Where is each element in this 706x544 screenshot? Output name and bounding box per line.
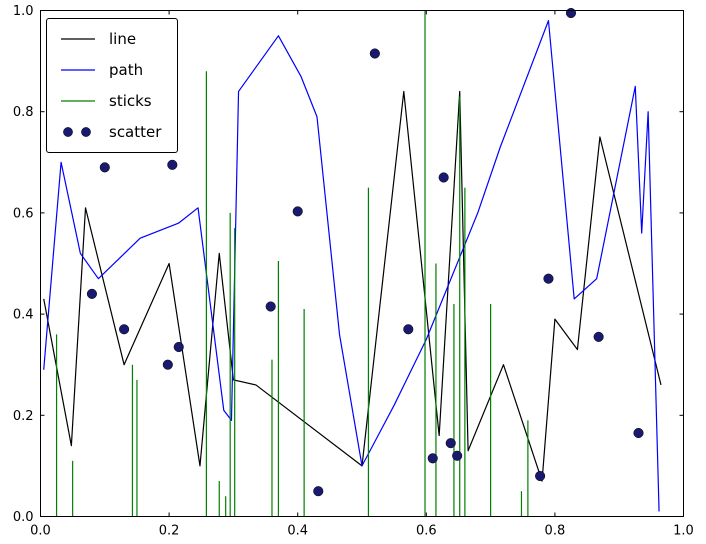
scatter-point bbox=[593, 331, 604, 342]
x-tick-label: 0.6 bbox=[416, 524, 437, 539]
scatter-point bbox=[535, 470, 546, 482]
x-tick-label: 0.2 bbox=[159, 524, 180, 539]
x-tick-label: 1.0 bbox=[673, 524, 694, 539]
y-tick-label: 0.6 bbox=[13, 206, 34, 221]
axes-frame bbox=[40, 10, 684, 517]
y-tick-label: 1.0 bbox=[13, 4, 34, 19]
legend-entry-scatter: scatter bbox=[59, 121, 161, 143]
scatter-point bbox=[565, 7, 577, 19]
legend: line path sticks scatter bbox=[46, 18, 179, 153]
y-tick-label: 0.0 bbox=[13, 510, 34, 525]
scatter-sample-icon bbox=[63, 127, 91, 137]
scatter-point bbox=[403, 324, 414, 335]
scatter-point bbox=[313, 486, 324, 497]
line-sample-icon bbox=[61, 38, 95, 40]
scatter-point bbox=[99, 162, 110, 173]
scatter-point bbox=[86, 288, 97, 299]
legend-label: line bbox=[109, 29, 137, 48]
scatter-point bbox=[427, 453, 438, 464]
legend-entry-line: line bbox=[59, 28, 161, 50]
series-line bbox=[43, 90, 662, 482]
scatter-point bbox=[445, 438, 456, 449]
legend-label: sticks bbox=[109, 91, 152, 110]
legend-entry-path: path bbox=[59, 59, 161, 81]
line-sample-icon bbox=[61, 100, 95, 102]
scatter-point bbox=[162, 359, 173, 370]
line-sample-icon bbox=[61, 69, 95, 71]
scatter-point bbox=[119, 324, 130, 335]
scatter-point bbox=[173, 341, 184, 353]
scatter-point bbox=[438, 172, 449, 183]
series-path bbox=[43, 20, 660, 512]
x-tick-label: 0.4 bbox=[287, 524, 308, 539]
x-tick-label: 0.8 bbox=[545, 524, 566, 539]
y-tick-label: 0.4 bbox=[13, 308, 34, 323]
scatter-point bbox=[167, 159, 178, 170]
scatter-point bbox=[369, 48, 380, 59]
legend-label: path bbox=[109, 60, 144, 79]
scatter-point bbox=[292, 206, 303, 217]
x-tick-label: 0.0 bbox=[30, 524, 51, 539]
legend-label: scatter bbox=[109, 122, 162, 141]
legend-entry-sticks: sticks bbox=[59, 90, 161, 112]
y-tick-label: 0.2 bbox=[13, 409, 34, 424]
scatter-point bbox=[452, 450, 463, 461]
scatter-point bbox=[633, 427, 644, 439]
scatter-point bbox=[543, 273, 554, 284]
y-tick-label: 0.8 bbox=[13, 105, 34, 120]
scatter-point bbox=[265, 301, 276, 312]
